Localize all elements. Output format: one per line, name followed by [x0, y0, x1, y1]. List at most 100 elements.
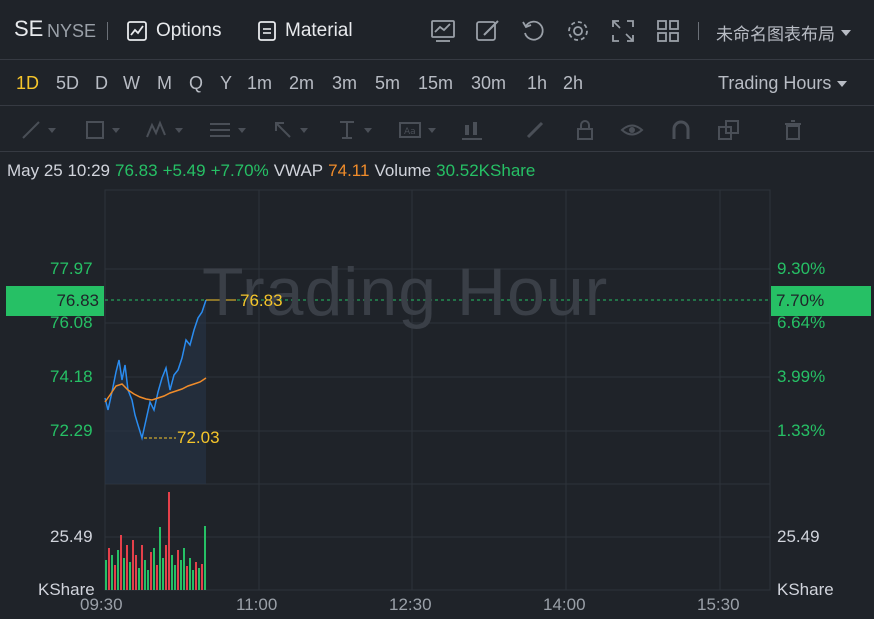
timeframe-30m[interactable]: 30m	[471, 73, 507, 93]
plot-frame	[104, 189, 771, 591]
options-button[interactable]: Options	[126, 18, 221, 44]
vwap-value: 74.11	[328, 161, 370, 180]
brush-tool[interactable]	[524, 118, 546, 142]
chevron-down-icon	[48, 127, 56, 133]
chevron-down-icon	[364, 127, 372, 133]
timeframe-m[interactable]: M	[157, 73, 172, 93]
gear-icon[interactable]	[565, 18, 591, 44]
timeframe-d[interactable]: D	[95, 73, 108, 93]
lock-tool[interactable]	[574, 118, 596, 142]
time-axis-label: 09:30	[80, 595, 123, 614]
divider	[107, 22, 108, 40]
pattern-tool[interactable]	[145, 118, 183, 142]
quote-change-pct: +7.70%	[210, 161, 269, 180]
magnet-icon	[672, 120, 690, 139]
trading-hours-label: Trading Hours	[718, 73, 832, 93]
svg-text:Aa: Aa	[404, 127, 416, 137]
quote-datetime: May 25 10:29	[7, 161, 111, 180]
volume-axis-label: 25.49	[50, 527, 93, 546]
trash-icon	[785, 120, 801, 140]
undo-icon[interactable]	[520, 18, 546, 44]
volume-value: 30.52KShare	[436, 161, 536, 180]
timeframe-w[interactable]: W	[123, 73, 140, 93]
zigzag-icon	[146, 120, 166, 138]
chevron-down-icon	[841, 29, 851, 36]
time-axis-label: 15:30	[697, 595, 740, 614]
pct-axis-label: 1.33%	[777, 421, 826, 440]
trading-hours-selector[interactable]: Trading Hours	[718, 73, 848, 94]
price-chart[interactable]	[0, 188, 874, 619]
measure-tool[interactable]	[336, 118, 372, 142]
text-box-icon: Aa	[399, 122, 421, 138]
price-axis-label: 77.97	[50, 259, 93, 278]
indicators-icon[interactable]	[430, 18, 456, 44]
timeframe-1h[interactable]: 1h	[527, 73, 548, 93]
timeframe-15m[interactable]: 15m	[418, 73, 454, 93]
arrow-icon	[275, 122, 291, 138]
magnet-tool[interactable]	[670, 118, 692, 142]
timeframe-q[interactable]: Q	[189, 73, 204, 93]
price-axis-label: 72.29	[50, 421, 93, 440]
low-price-label: 72.03	[177, 428, 220, 447]
timeframe-3m[interactable]: 3m	[332, 73, 358, 93]
volume-bars	[105, 492, 206, 590]
material-button[interactable]: Material	[257, 18, 353, 44]
timeframe-2h[interactable]: 2h	[563, 73, 584, 93]
timeframe-bar: 1D 5D D W M Q Y 1m 2m 3m 5m 15m 30m 1h 2…	[0, 61, 874, 106]
quote-change: +5.49	[162, 161, 206, 180]
document-icon	[258, 21, 276, 41]
chart-options-icon	[127, 21, 147, 41]
pct-axis-label: 3.99%	[777, 367, 826, 386]
clone-tool[interactable]	[717, 118, 741, 142]
timeframe-5m[interactable]: 5m	[375, 73, 401, 93]
timeframe-2m[interactable]: 2m	[289, 73, 315, 93]
exchange-label: NYSE	[47, 21, 97, 41]
timeframe-y[interactable]: Y	[220, 73, 233, 93]
current-price-tag: 76.83	[6, 286, 104, 316]
rectangle-tool[interactable]	[84, 118, 120, 142]
timeframe-1d[interactable]: 1D	[16, 73, 40, 93]
rectangle-icon	[86, 121, 104, 139]
timeframe-1m[interactable]: 1m	[247, 73, 273, 93]
text-tool[interactable]: Aa	[398, 118, 436, 142]
candlestick-icon	[462, 122, 482, 140]
delete-tool[interactable]	[782, 118, 804, 142]
visibility-tool[interactable]	[620, 118, 644, 142]
symbol-ticker[interactable]: SE	[14, 16, 44, 41]
trend-line-icon	[22, 121, 40, 139]
volume-unit-label: KShare	[38, 580, 95, 599]
vwap-label: VWAP	[273, 161, 324, 180]
price-line	[104, 299, 207, 441]
price-area	[105, 300, 206, 484]
chevron-down-icon	[300, 127, 308, 133]
arrow-tool[interactable]	[272, 118, 308, 142]
layout-selector[interactable]: 未命名图表布局	[716, 20, 851, 45]
fullscreen-icon[interactable]	[610, 18, 636, 44]
chevron-down-icon	[112, 127, 120, 133]
candle-tool[interactable]	[460, 118, 484, 142]
trend-line-tool[interactable]	[20, 118, 56, 142]
lock-icon	[577, 120, 593, 140]
layout-grid-icon[interactable]	[655, 18, 681, 44]
fib-lines-icon	[210, 123, 230, 137]
vwap-line	[104, 377, 207, 403]
top-toolbar: SE NYSE Options Material 未命名图表布局	[0, 0, 874, 60]
chevron-down-icon	[238, 127, 246, 133]
fibonacci-tool[interactable]	[208, 118, 246, 142]
pencil-icon	[526, 121, 544, 139]
pct-axis-label: 9.30%	[777, 259, 826, 278]
copy-icon	[718, 120, 739, 140]
drawing-toolbar: Aa	[0, 107, 874, 152]
divider	[698, 22, 699, 40]
price-axis-label: 74.18	[50, 367, 93, 386]
edit-icon[interactable]	[475, 18, 501, 44]
layout-name-label: 未命名图表布局	[716, 25, 835, 44]
current-pct-tag: 7.70%	[771, 286, 871, 316]
chevron-down-icon	[175, 127, 183, 133]
time-axis-label: 12:30	[389, 595, 432, 614]
volume-label: Volume	[374, 161, 432, 180]
timeframe-5d[interactable]: 5D	[56, 73, 80, 93]
price-axis-label: 76.08	[50, 313, 93, 332]
quote-price: 76.83	[115, 161, 158, 180]
chevron-down-icon	[428, 127, 436, 133]
